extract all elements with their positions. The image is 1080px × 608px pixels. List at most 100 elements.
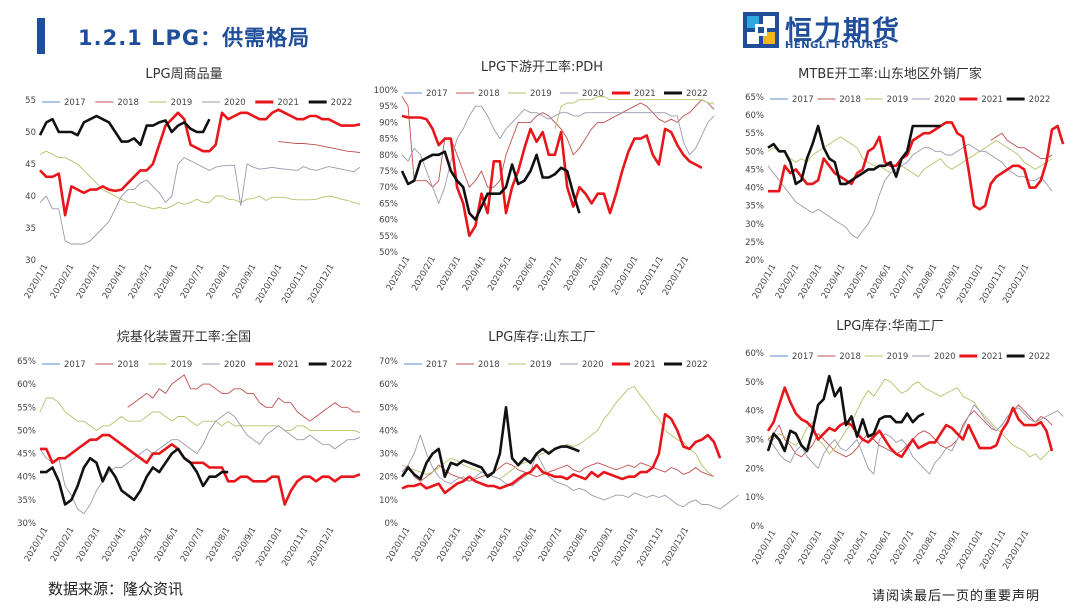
legend-label-2020: 2020	[224, 98, 246, 108]
legend-label-2020: 2020	[582, 89, 604, 99]
y-tick-label: 45%	[745, 165, 764, 175]
series-line-2020	[401, 105, 715, 204]
legend-label-2019: 2019	[887, 95, 909, 105]
series-line-2019	[39, 150, 361, 210]
chart-panel-2: LPG下游开工率:PDH 2017 2018 2019 2020 2021 2022 50% 5…	[362, 57, 722, 313]
y-tick-label: 55%	[379, 232, 398, 242]
y-tick-label: 30%	[379, 450, 398, 460]
y-tick-label: 50%	[745, 147, 764, 157]
x-tick-label: 2020/2/1	[49, 263, 77, 301]
legend-label-2018: 2018	[117, 360, 139, 370]
y-tick-label: 20%	[379, 473, 398, 483]
chart-panel-5: LPG库存:山东工厂 2017 2018 2019 2020 2021 2022 0% 10% 2…	[362, 327, 739, 575]
y-tick-label: 30	[25, 256, 36, 266]
x-tick-label: 2020/1/1	[23, 526, 51, 564]
x-tick-label: 2020/6/1	[512, 526, 540, 564]
legend-label-2019: 2019	[171, 98, 193, 108]
y-tick-label: 30%	[17, 519, 36, 529]
series-line-2022	[400, 406, 580, 481]
y-tick-label: 55%	[745, 129, 764, 139]
chart-panel-4: 烷基化装置开工率:全国 2017 2018 2019 2020 2021 2022 30% 35…	[0, 327, 368, 575]
y-tick-label: 45%	[17, 450, 36, 460]
x-tick-label: 2020/6/1	[153, 526, 181, 564]
mtbe-utilization-chart: MTBE开工率:山东地区外销厂家 2017 2018 2019 2020 2021 2022…	[745, 66, 1065, 305]
alkylation-utilization-chart: 烷基化装置开工率:全国 2017 2018 2019 2020 2021 2022 30% 35…	[17, 329, 361, 569]
chart-panel-6: LPG库存:华南工厂 2017 2018 2019 2020 2021 2022 0% 10% 2…	[720, 316, 1064, 574]
x-tick-label: 2020/9/1	[231, 526, 259, 564]
y-tick-label: 30%	[745, 436, 764, 446]
x-tick-label: 2020/7/1	[179, 263, 207, 301]
y-tick-label: 50%	[379, 248, 398, 258]
series-line-2020	[767, 143, 1053, 239]
x-tick-label: 2020/12/1	[661, 526, 691, 569]
shandong-inventory-chart: LPG库存:山东工厂 2017 2018 2019 2020 2021 2022 0% 10% 2…	[379, 329, 739, 569]
legend-label-2018: 2018	[839, 95, 861, 105]
legend-label-2020: 2020	[934, 352, 956, 362]
x-tick-label: 2020/8/1	[562, 526, 590, 564]
legend-label-2021: 2021	[277, 98, 299, 108]
south-china-inventory-chart: LPG库存:华南工厂 2017 2018 2019 2020 2021 2022 0% 10% 2…	[745, 318, 1064, 571]
legend-label-2021: 2021	[634, 89, 656, 99]
x-tick-label: 2020/5/1	[127, 526, 155, 564]
series-line-2022	[38, 114, 211, 147]
pdh-utilization-chart: LPG下游开工率:PDH 2017 2018 2019 2020 2021 2022 50% 5…	[374, 59, 715, 297]
series-line-2018	[767, 404, 1053, 458]
logo-text-en: HENGLI FUTURES	[785, 40, 889, 51]
y-tick-label: 75%	[379, 167, 398, 177]
y-tick-label: 100%	[374, 86, 398, 96]
legend-label-2018: 2018	[117, 98, 139, 108]
series-line-2020	[401, 434, 739, 510]
logo-text-cn: 恒力期货	[785, 16, 901, 47]
section-title: 1.2.1 LPG：供需格局	[78, 26, 311, 50]
x-tick-label: 2020/12/1	[306, 526, 336, 569]
disclaimer-note: 请阅读最后一页的重要声明	[872, 589, 1041, 604]
y-tick-label: 40%	[17, 473, 36, 483]
y-tick-label: 60%	[17, 380, 36, 390]
legend-label-2019: 2019	[171, 360, 193, 370]
series-line-2022	[40, 447, 229, 506]
x-tick-label: 2020/4/1	[101, 526, 129, 564]
y-tick-label: 30%	[745, 220, 764, 230]
x-tick-label: 2020/5/1	[486, 255, 514, 293]
series-line-2020	[767, 404, 1064, 475]
legend-label-2019: 2019	[530, 89, 552, 99]
legend-label-2021: 2021	[277, 360, 299, 370]
y-tick-label: 50	[25, 128, 36, 138]
legend-label-2017: 2017	[426, 360, 448, 370]
x-tick-label: 2020/1/1	[385, 255, 413, 293]
legend-label-2017: 2017	[792, 352, 814, 362]
legend-label-2022: 2022	[331, 98, 353, 108]
y-tick-label: 20%	[745, 464, 764, 474]
legend-label-2021: 2021	[981, 95, 1003, 105]
y-tick-label: 40	[25, 192, 36, 202]
y-tick-label: 40%	[379, 426, 398, 436]
legend-label-2021: 2021	[634, 360, 656, 370]
y-tick-label: 85%	[379, 135, 398, 145]
series-line-2022	[767, 124, 941, 186]
x-tick-label: 2020/8/1	[562, 254, 590, 292]
x-tick-label: 2020/9/1	[588, 255, 616, 293]
data-source-note: 数据来源：隆众资讯	[48, 580, 184, 598]
legend-label-2018: 2018	[478, 89, 500, 99]
y-tick-label: 70%	[379, 357, 398, 367]
x-tick-label: 2020/5/1	[486, 526, 514, 564]
series-line-2020	[39, 411, 361, 515]
legend-label-2018: 2018	[839, 352, 861, 362]
chart-panel-1: LPG周商品量 2017 2018 2019 2020 2021 2022 30 35 40 45 5…	[0, 64, 368, 316]
x-tick-label: 2020/5/1	[127, 263, 155, 301]
legend-label-2019: 2019	[530, 360, 552, 370]
y-tick-label: 20%	[745, 256, 764, 266]
series-line-2018	[401, 462, 715, 482]
x-tick-label: 2020/3/1	[75, 263, 103, 301]
legend-label-2022: 2022	[1029, 95, 1051, 105]
x-tick-label: 2020/2/1	[49, 526, 77, 564]
y-tick-label: 0%	[385, 519, 399, 529]
logo-mark-icon	[743, 12, 779, 48]
chart-title: LPG库存:华南工厂	[836, 318, 944, 334]
chart-title: LPG周商品量	[145, 67, 222, 82]
y-tick-label: 60%	[745, 111, 764, 121]
legend-label-2017: 2017	[64, 360, 86, 370]
legend-label-2021: 2021	[981, 352, 1003, 362]
series-line-2018	[990, 132, 1053, 160]
series-line-2022	[766, 374, 925, 453]
